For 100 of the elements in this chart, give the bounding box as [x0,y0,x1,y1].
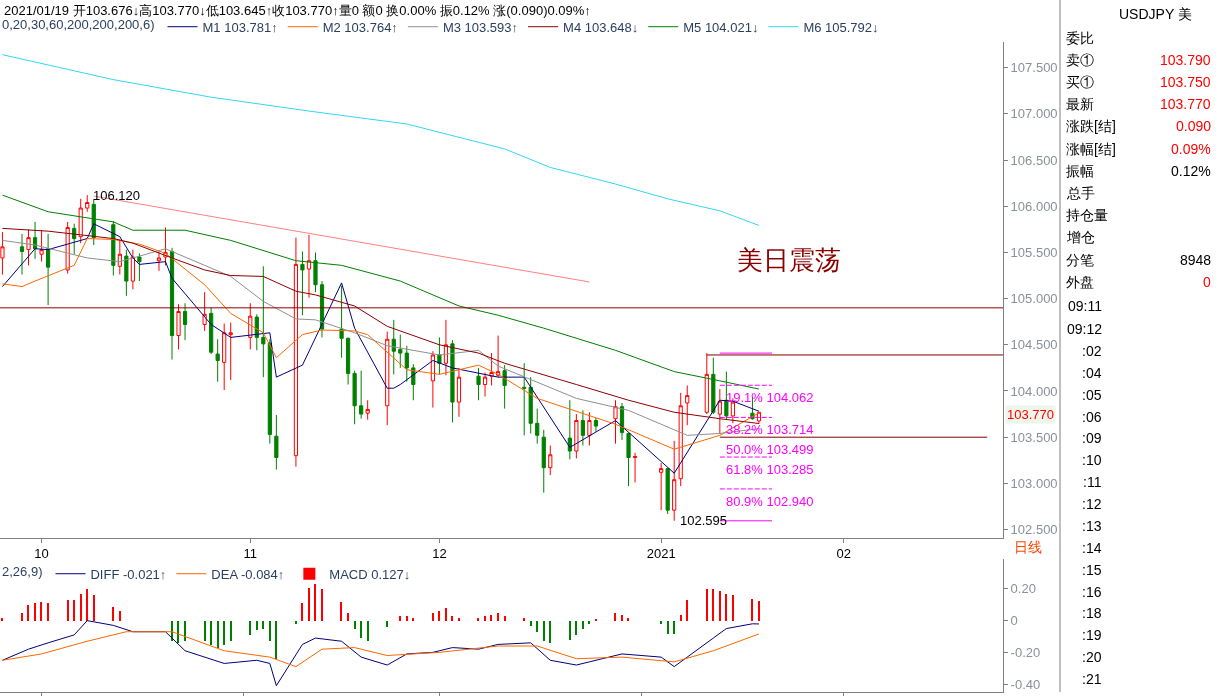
candlestick [496,335,501,378]
text: 09:12 [1067,321,1103,337]
candlestick [182,302,188,341]
bar [256,620,258,630]
annotation: 50.0% 103.499 [726,442,814,457]
text: :21 [1082,671,1102,687]
bar [308,587,310,621]
line-series [1,54,760,226]
text: 09:11 [1068,298,1103,314]
bar [504,615,506,621]
candlestick [476,367,481,401]
legend-title: 0,20,30,60,200,200,200,6) [2,16,155,32]
x-tick-label: 10 [34,546,49,562]
x-tick-label: 11 [243,546,258,562]
bar [406,615,408,621]
candlestick [704,352,709,415]
bar [230,620,232,641]
bar [314,583,316,621]
y-tick-label: 107.000 [1010,106,1058,122]
bar [725,593,727,621]
bar [347,612,349,621]
text: 103.750 [1160,74,1211,90]
category-label: 最新 [1066,96,1094,112]
bar [758,600,760,621]
bar [184,620,186,641]
candlestick [626,432,631,487]
text: :14 [1082,540,1102,556]
candlestick [398,334,403,369]
bar [119,610,121,621]
candlestick [261,265,266,378]
text: :16 [1082,584,1102,600]
legend-label: M6 105.792↓ [803,19,879,35]
legend-label: M1 103.781↑ [202,19,278,35]
x-tick-label: 2021 [646,546,676,562]
text: :18 [1082,605,1102,621]
candlestick [391,319,396,375]
bar [530,620,532,626]
legend-label: DIFF -0.021↑ [90,566,167,582]
annotation: 80.9% 102.940 [726,494,814,509]
candlestick [430,350,435,409]
candlestick [437,336,442,375]
candlestick [685,384,690,426]
category-label: 增仓 [1066,229,1095,245]
legend-label: DEA -0.084↑ [211,566,285,582]
candlestick [613,399,618,445]
text: :05 [1082,387,1102,403]
candlestick [78,198,83,244]
bar [367,620,369,641]
text: 0.12% [1171,163,1211,179]
candlestick [665,468,670,515]
candlestick [580,409,585,446]
text: :09 [1082,430,1102,446]
bar [458,617,460,621]
candlestick [456,367,462,418]
candlestick [117,238,122,276]
bar [536,620,538,632]
bar [399,615,401,621]
bar [275,620,277,659]
y-tick-label: 105.000 [1010,291,1058,307]
category-label: 外盘 [1066,274,1094,290]
bar [80,593,82,621]
annotation: 61.8% 103.285 [726,462,814,477]
bar [40,601,42,621]
candlestick [365,399,370,421]
bar [177,620,179,643]
candlestick [124,249,129,297]
text: :19 [1082,627,1102,643]
candlestick [359,370,364,420]
candlestick [672,440,677,522]
candlestick [267,338,272,445]
candlestick [593,417,599,433]
candlestick [489,352,494,386]
category-label: 分笔 [1066,252,1094,268]
category-label: 振幅 [1066,163,1094,179]
annotation: 102.595 [680,513,727,528]
bar [751,598,753,621]
bar [660,620,662,624]
candlestick [482,372,488,398]
candlestick [339,285,344,359]
text: 0 [1203,274,1211,290]
text: 0.09% [1171,141,1211,157]
legend-label: M4 103.648↓ [563,19,639,35]
candlestick [574,413,579,459]
candlestick [130,249,135,290]
category-label: 总手 [1066,185,1095,201]
bar [667,620,669,634]
candlestick [528,376,533,434]
candlestick [72,223,77,255]
text: 日线 [1014,539,1042,555]
bar [686,599,688,621]
legend-title: 2,26,9) [2,563,43,579]
bar [1,617,3,621]
bar [438,610,440,621]
candlestick [548,445,553,476]
candlestick [632,452,638,483]
bar [523,617,525,621]
bar [340,601,342,621]
text: :12 [1082,496,1102,512]
bar [627,617,629,621]
bar [719,590,721,621]
